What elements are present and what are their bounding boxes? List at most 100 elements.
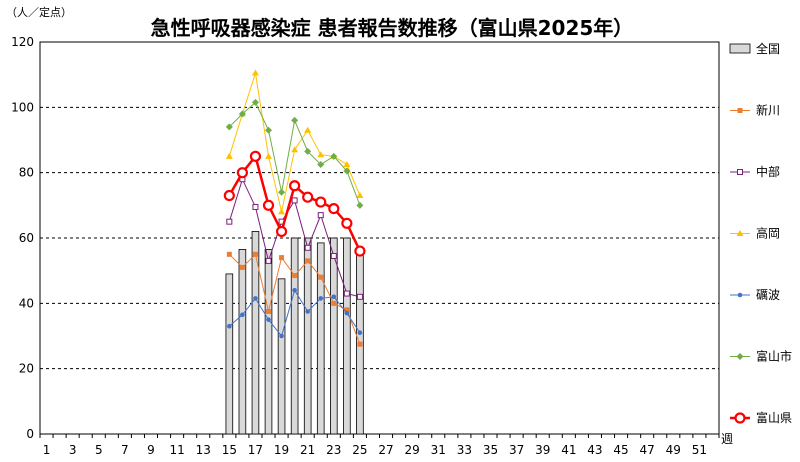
data-point-marker — [227, 323, 232, 329]
data-point-marker — [341, 217, 353, 229]
data-point-marker — [278, 208, 286, 215]
bar — [343, 237, 351, 435]
legend-label: 富山市 — [756, 349, 792, 364]
data-point-marker — [292, 287, 297, 293]
data-point-marker — [279, 255, 285, 261]
bar — [225, 273, 234, 435]
data-point-marker — [225, 123, 233, 131]
y-tick-label: 0 — [26, 427, 34, 441]
y-axis-unit-label: （人／定点） — [6, 5, 72, 19]
data-point-marker — [315, 196, 327, 208]
data-point-marker — [238, 110, 246, 118]
series-富山市 — [225, 98, 364, 209]
data-point-marker — [343, 167, 351, 175]
data-point-marker — [302, 191, 314, 203]
data-point-marker — [304, 244, 311, 251]
data-point-marker — [265, 257, 272, 264]
bar — [238, 249, 247, 435]
data-point-marker — [289, 180, 301, 192]
data-point-marker — [305, 258, 311, 264]
bar — [303, 237, 312, 435]
x-tick-label: 19 — [274, 443, 289, 457]
data-point-marker — [357, 341, 363, 347]
x-tick-label: 27 — [378, 443, 393, 457]
data-point-marker — [265, 126, 273, 134]
data-point-marker — [251, 98, 259, 106]
data-point-marker — [239, 264, 245, 270]
data-point-marker — [226, 218, 233, 225]
series-富山県 — [223, 150, 366, 257]
x-tick-label: 45 — [613, 443, 628, 457]
data-point-marker — [357, 330, 363, 336]
data-point-marker — [252, 203, 259, 210]
x-tick-label: 41 — [561, 443, 576, 457]
data-point-marker — [226, 251, 232, 257]
x-tick-label: 17 — [248, 443, 263, 457]
legend-swatch — [729, 43, 751, 54]
data-point-marker — [304, 126, 312, 133]
data-point-marker — [251, 69, 259, 76]
y-tick-label: 120 — [11, 35, 34, 49]
data-point-marker — [266, 317, 271, 322]
data-point-marker — [356, 293, 363, 300]
data-point-marker — [304, 147, 312, 155]
series-新川 — [226, 251, 363, 347]
data-point-marker — [737, 169, 743, 175]
data-point-marker — [318, 296, 324, 301]
series-礪波 — [227, 287, 363, 339]
x-tick-label: 39 — [535, 443, 550, 457]
data-point-marker — [291, 116, 299, 124]
y-tick-label: 20 — [19, 362, 34, 376]
x-tick-label: 37 — [509, 443, 524, 457]
chart-title: 急性呼吸器感染症 患者報告数推移（富山県2025年） — [151, 16, 634, 40]
data-point-marker — [240, 312, 245, 318]
x-tick-label: 29 — [405, 443, 420, 457]
data-point-marker — [330, 152, 338, 160]
legend-label: 中部 — [756, 164, 780, 179]
data-point-marker — [236, 167, 248, 179]
bar — [251, 231, 260, 435]
x-tick-label: 33 — [457, 443, 472, 457]
y-tick-label: 40 — [19, 296, 34, 310]
data-point-marker — [305, 309, 310, 314]
data-point-marker — [262, 199, 275, 211]
x-tick-label: 47 — [640, 443, 655, 457]
data-point-marker — [343, 161, 351, 167]
bar — [277, 278, 286, 435]
x-tick-label: 23 — [326, 443, 341, 457]
x-tick-label: 49 — [666, 443, 681, 457]
x-tick-label: 3 — [69, 443, 77, 457]
x-tick-label: 15 — [222, 443, 237, 457]
x-tick-label: 7 — [121, 443, 129, 457]
data-point-marker — [328, 203, 340, 215]
data-point-marker — [343, 290, 350, 297]
data-point-marker — [275, 225, 288, 238]
data-point-marker — [252, 251, 258, 257]
x-tick-label: 11 — [169, 443, 184, 457]
data-point-marker — [278, 188, 286, 196]
data-point-marker — [737, 292, 743, 298]
data-point-marker — [317, 161, 325, 168]
data-point-marker — [356, 192, 364, 199]
x-tick-label: 13 — [196, 443, 211, 457]
data-point-marker — [291, 197, 298, 204]
data-point-marker — [344, 307, 350, 313]
data-point-marker — [223, 189, 235, 202]
bar — [330, 237, 338, 435]
data-point-marker — [279, 333, 284, 339]
data-point-marker — [291, 146, 299, 153]
bar — [316, 242, 325, 435]
legend-label: 礪波 — [756, 288, 780, 302]
x-tick-label: 5 — [95, 443, 103, 457]
data-point-marker — [330, 252, 337, 259]
data-point-marker — [331, 300, 337, 306]
data-point-marker — [737, 108, 743, 113]
y-tick-label: 80 — [19, 166, 34, 180]
data-point-marker — [317, 212, 324, 219]
bar — [290, 237, 299, 435]
y-tick-label: 100 — [11, 100, 34, 114]
legend-label: 新川 — [756, 103, 780, 118]
data-point-marker — [344, 310, 350, 316]
